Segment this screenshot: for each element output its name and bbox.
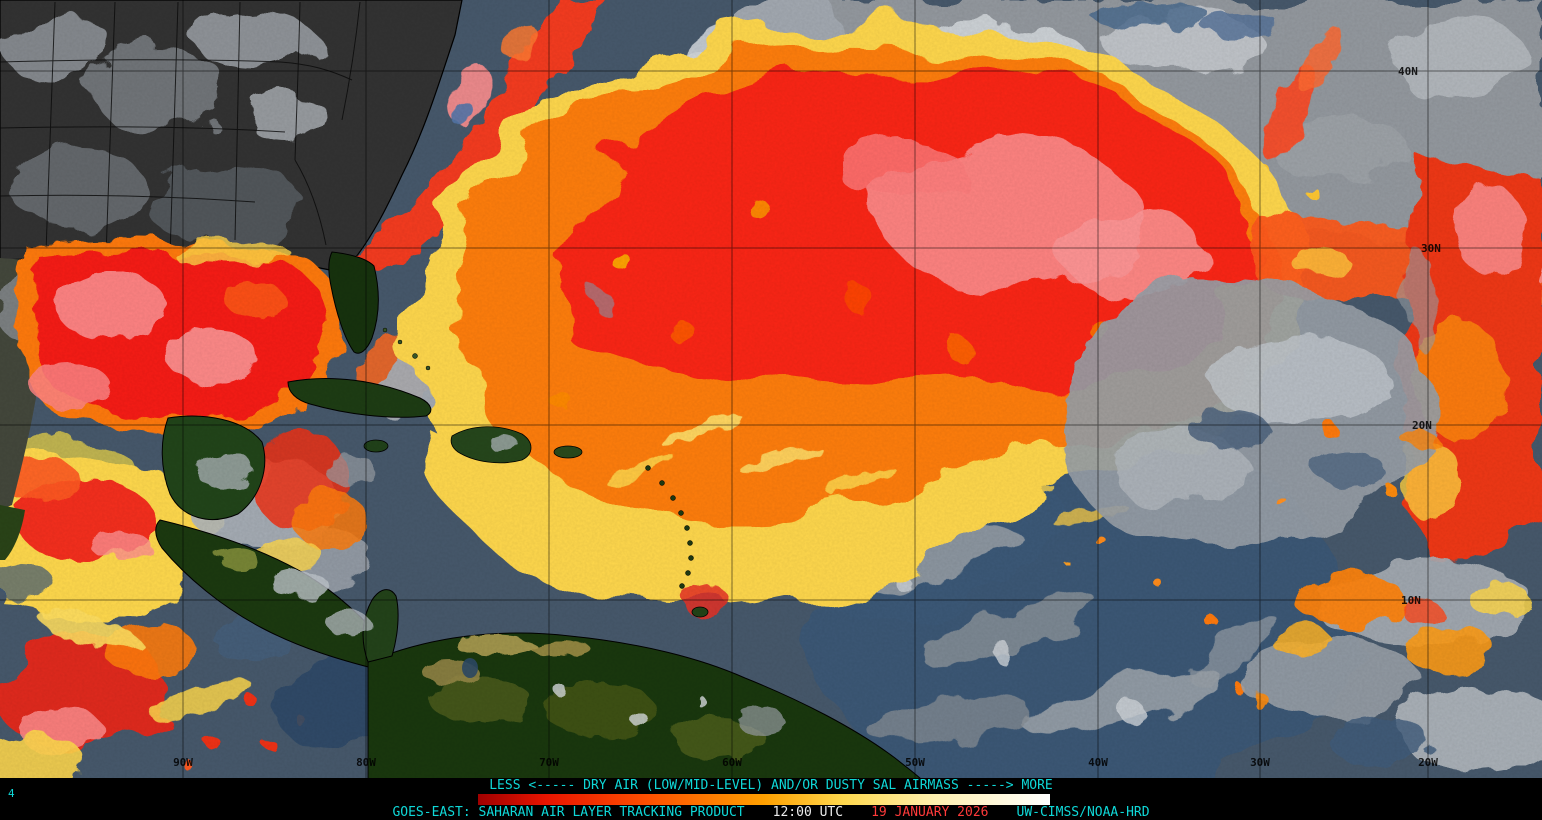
corner-mark: 4 [8,787,15,800]
satellite-imagery: 40N 30N 20N 10N 90W 80W 70W 60W 50W 40W … [0,0,1542,778]
product-title: GOES-EAST: SAHARAN AIR LAYER TRACKING PR… [392,805,745,820]
lat-label-40n: 40N [1398,65,1418,78]
satellite-map: 40N 30N 20N 10N 90W 80W 70W 60W 50W 40W … [0,0,1542,778]
legend-bar: 4 LESS <----- DRY AIR (LOW/MID-LEVEL) AN… [0,778,1542,806]
lon-label-40w: 40W [1088,756,1108,769]
caption-bar: GOES-EAST: SAHARAN AIR LAYER TRACKING PR… [0,805,1542,820]
lon-label-90w: 90W [173,756,193,769]
graticule [0,0,1542,778]
lon-label-50w: 50W [905,756,925,769]
lon-label-20w: 20W [1418,756,1438,769]
lat-label-30n: 30N [1421,242,1441,255]
graticule-labels: 40N 30N 20N 10N 90W 80W 70W 60W 50W 40W … [173,65,1441,769]
lon-label-60w: 60W [722,756,742,769]
lon-label-80w: 80W [356,756,376,769]
lon-label-70w: 70W [539,756,559,769]
lon-label-30w: 30W [1250,756,1270,769]
lat-label-20n: 20N [1412,419,1432,432]
lat-label-10n: 10N [1401,594,1421,607]
product-credit: UW-CIMSS/NOAA-HRD [1016,805,1150,820]
grain-overlay [0,0,1542,778]
product-time: 12:00 UTC [772,805,844,820]
legend-caption: LESS <----- DRY AIR (LOW/MID-LEVEL) AND/… [489,778,1053,793]
product-date: 19 JANUARY 2026 [871,805,989,820]
legend-colorbar [478,794,1050,805]
